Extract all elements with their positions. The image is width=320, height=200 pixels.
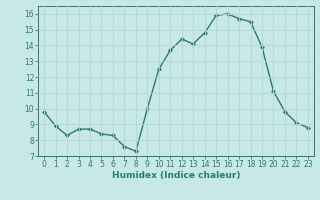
X-axis label: Humidex (Indice chaleur): Humidex (Indice chaleur) (112, 171, 240, 180)
